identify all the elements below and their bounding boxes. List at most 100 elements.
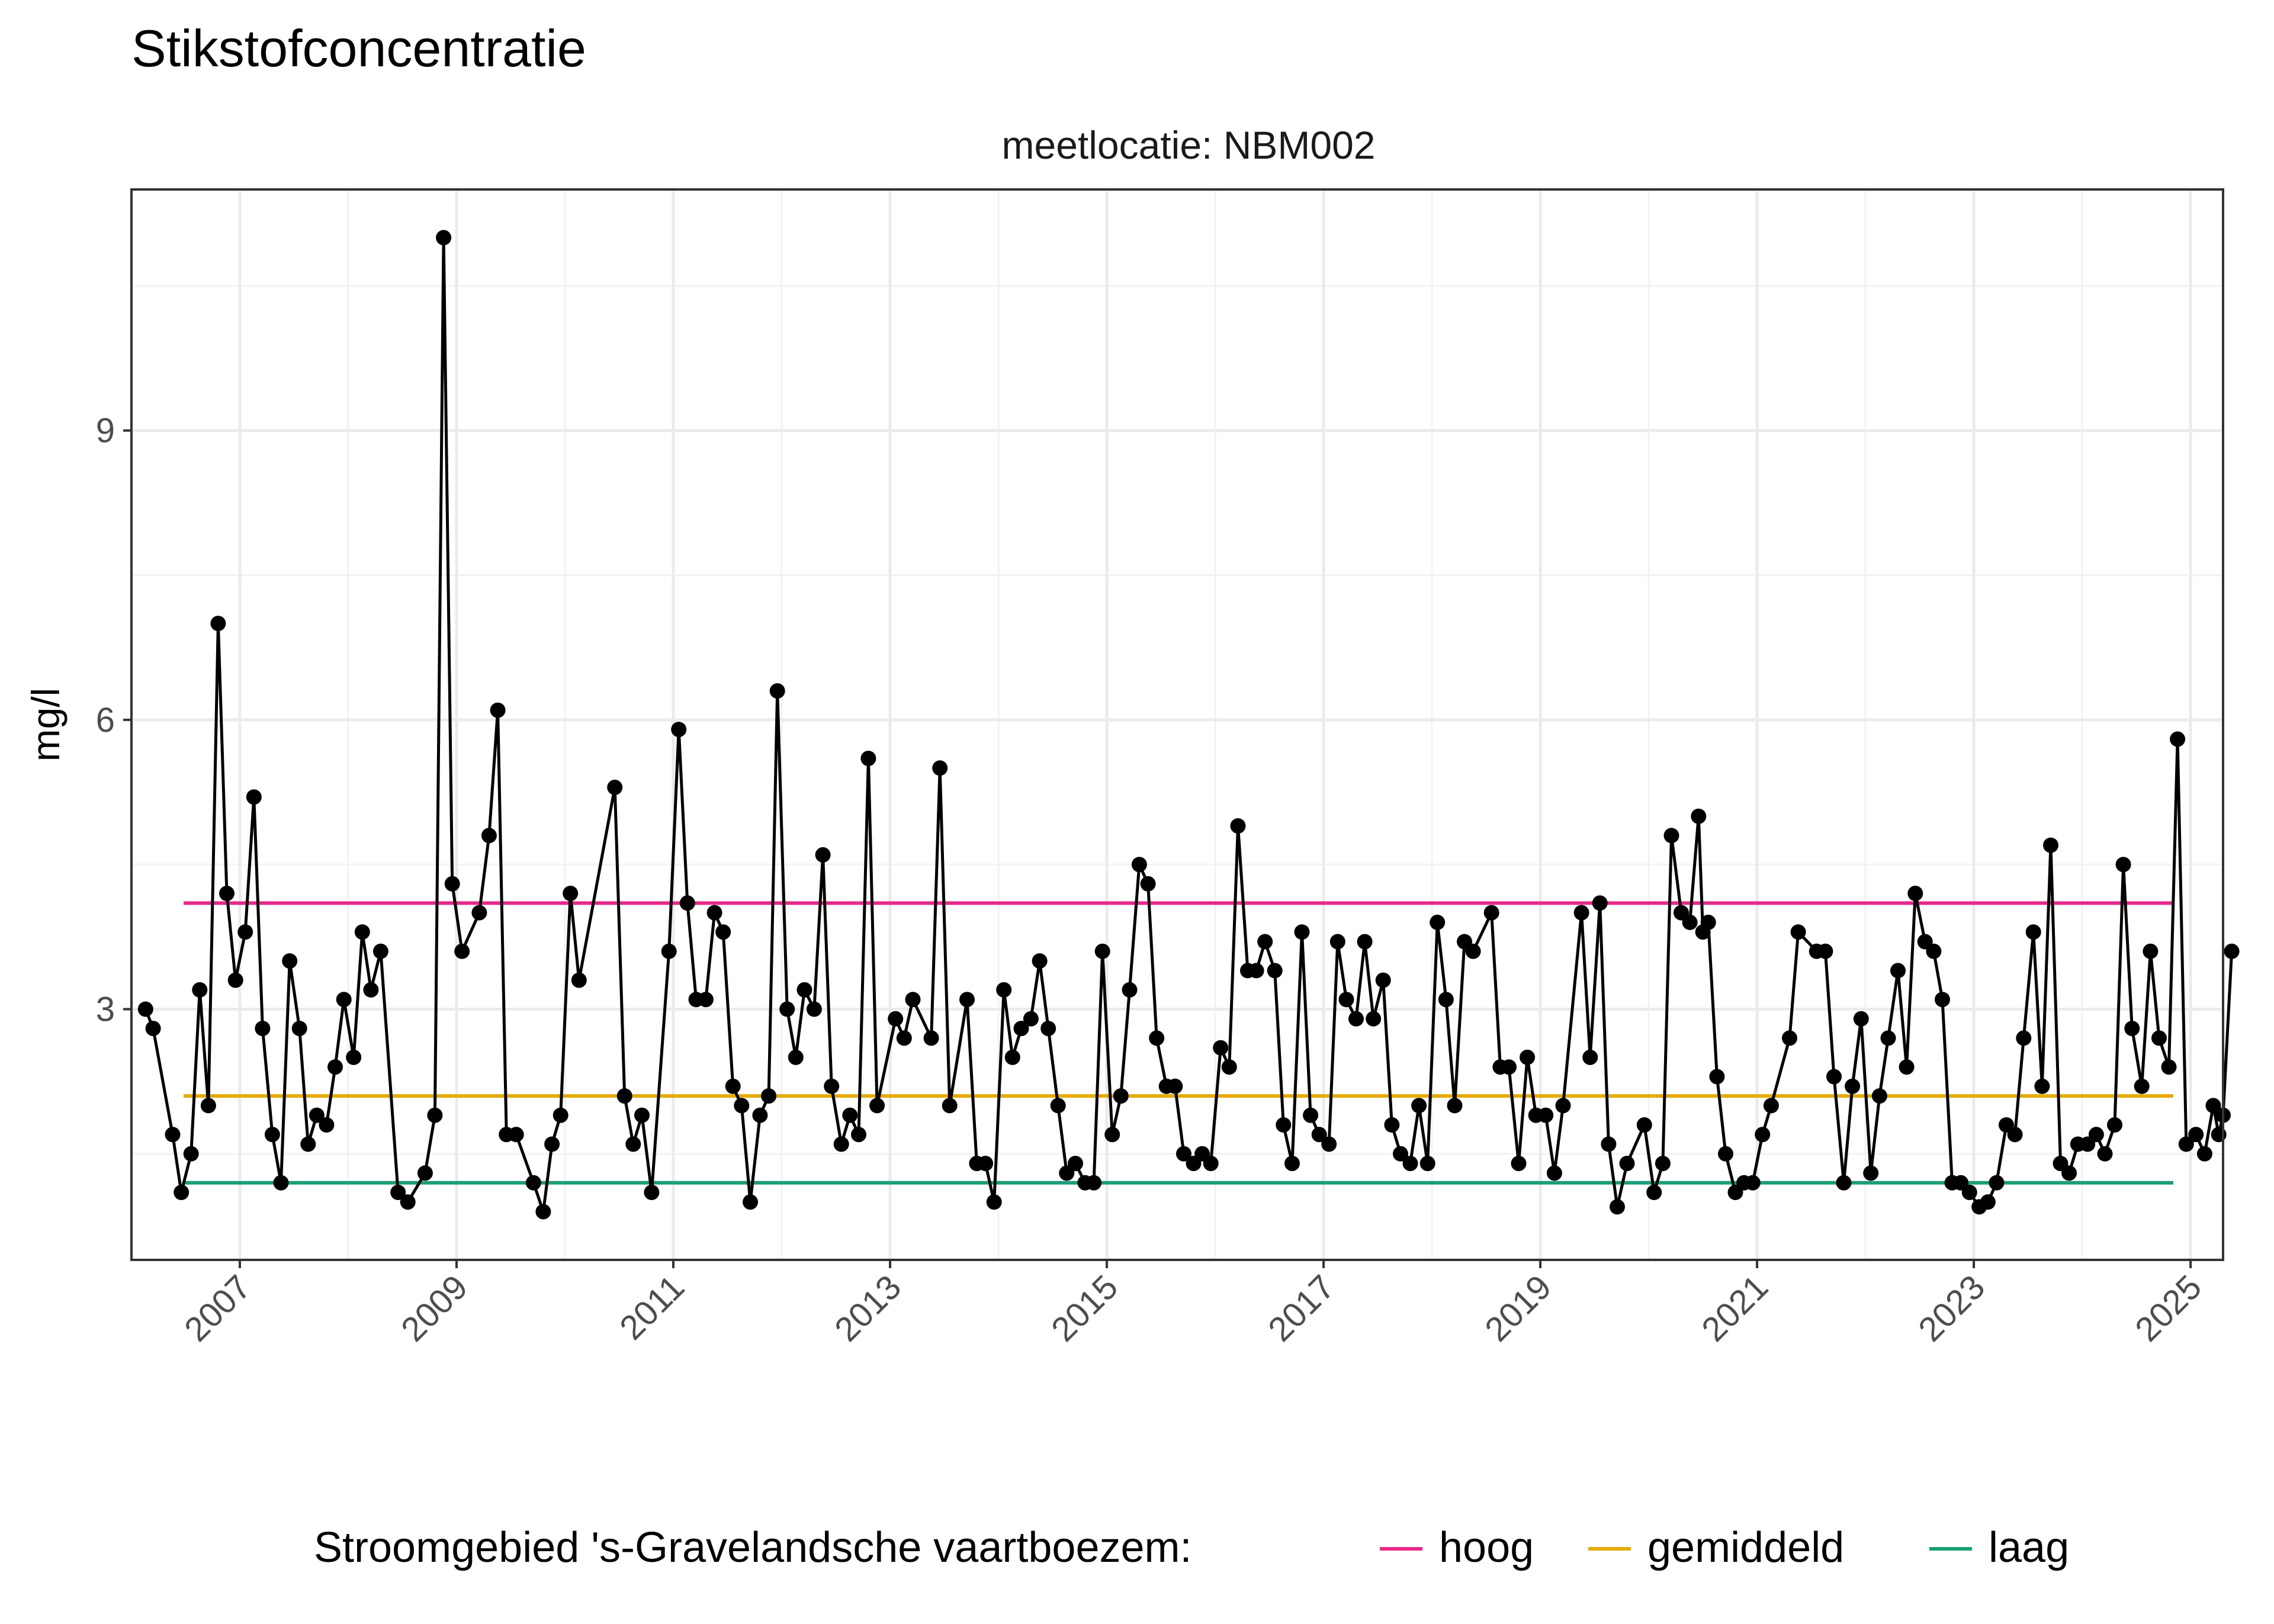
data-point [490, 702, 506, 718]
legend-label-laag: laag [1989, 1524, 2069, 1571]
data-point [454, 943, 470, 959]
data-point [923, 1030, 939, 1046]
data-point [1094, 943, 1110, 959]
data-point [1294, 924, 1310, 940]
data-point [796, 982, 812, 998]
data-point [625, 1136, 641, 1152]
data-point [806, 1001, 822, 1017]
data-point [769, 683, 785, 699]
data-point [2043, 837, 2058, 853]
data-point [2196, 1146, 2212, 1162]
data-point [634, 1107, 650, 1123]
data-point [752, 1107, 768, 1123]
data-point [264, 1127, 280, 1143]
legend-title: Stroomgebied 's-Gravelandsche vaartboeze… [314, 1524, 1192, 1571]
legend-label-hoog: hoog [1439, 1524, 1534, 1571]
data-point [400, 1194, 416, 1210]
data-point [137, 1001, 153, 1017]
data-point [978, 1156, 994, 1172]
data-point [2205, 1098, 2221, 1114]
data-point [815, 847, 831, 863]
data-point [436, 230, 452, 246]
data-point [1419, 1156, 1435, 1172]
data-point [1276, 1117, 1292, 1133]
data-point [1555, 1098, 1571, 1114]
data-point [824, 1078, 840, 1094]
data-point [1013, 1021, 1029, 1037]
data-point [725, 1078, 741, 1094]
data-point [1663, 828, 1679, 844]
data-point [535, 1204, 551, 1220]
y-axis-label: mg/l [24, 688, 68, 762]
data-point [842, 1107, 858, 1123]
data-point [2107, 1117, 2122, 1133]
data-point [165, 1127, 181, 1143]
data-point [1610, 1199, 1625, 1215]
data-point [1357, 934, 1373, 950]
data-point [363, 982, 379, 998]
data-point [2097, 1146, 2113, 1162]
data-point [2188, 1127, 2204, 1143]
data-point [2088, 1127, 2104, 1143]
data-point [508, 1127, 524, 1143]
data-point [1980, 1194, 1996, 1210]
y-axis: 3 6 9 [96, 411, 131, 1029]
data-point [1447, 1098, 1463, 1114]
data-point [860, 751, 876, 766]
data-point [1511, 1156, 1527, 1172]
data-point [319, 1117, 335, 1133]
data-series [137, 230, 2240, 1220]
data-point [905, 992, 921, 1008]
data-point [1104, 1127, 1120, 1143]
data-point [571, 972, 587, 988]
data-point [1755, 1127, 1771, 1143]
data-point [309, 1107, 325, 1123]
data-point [1221, 1059, 1237, 1075]
data-point [246, 789, 262, 805]
legend-label-gemiddeld: gemiddeld [1647, 1524, 1844, 1571]
data-point [553, 1107, 568, 1123]
data-point [1826, 1069, 1842, 1085]
data-point [1393, 1146, 1408, 1162]
data-point [2161, 1059, 2177, 1075]
data-point [644, 1185, 660, 1200]
data-point [679, 895, 695, 911]
data-point [1329, 934, 1345, 950]
data-point [291, 1021, 307, 1037]
data-point [869, 1098, 885, 1114]
data-point [1122, 982, 1138, 998]
data-point [1284, 1156, 1300, 1172]
data-point [444, 876, 460, 892]
data-point [1907, 886, 1923, 901]
data-point [896, 1030, 912, 1046]
data-point [1203, 1156, 1219, 1172]
data-point [1745, 1175, 1761, 1191]
y-tick-label: 6 [96, 701, 115, 739]
data-point [300, 1136, 316, 1152]
data-point [2224, 943, 2240, 959]
data-point [481, 828, 497, 844]
data-point [788, 1049, 804, 1065]
data-point [888, 1011, 904, 1027]
data-point [698, 992, 714, 1008]
data-point [959, 992, 975, 1008]
data-point [1438, 992, 1454, 1008]
data-point [210, 616, 226, 631]
data-point [192, 982, 208, 998]
y-tick-label: 9 [96, 411, 115, 450]
data-point [1213, 1040, 1229, 1056]
data-point [2115, 857, 2131, 873]
legend: Stroomgebied 's-Gravelandsche vaartboeze… [314, 1524, 2069, 1571]
data-point [1655, 1156, 1671, 1172]
y-tick-label: 3 [96, 991, 115, 1029]
plot-panel-border [130, 188, 2224, 1261]
data-point [282, 953, 298, 969]
data-point [1935, 992, 1950, 1008]
data-point [183, 1146, 199, 1162]
data-point [1863, 1165, 1879, 1181]
data-point [1430, 914, 1446, 930]
data-point [2124, 1021, 2140, 1037]
data-point [1375, 972, 1391, 988]
